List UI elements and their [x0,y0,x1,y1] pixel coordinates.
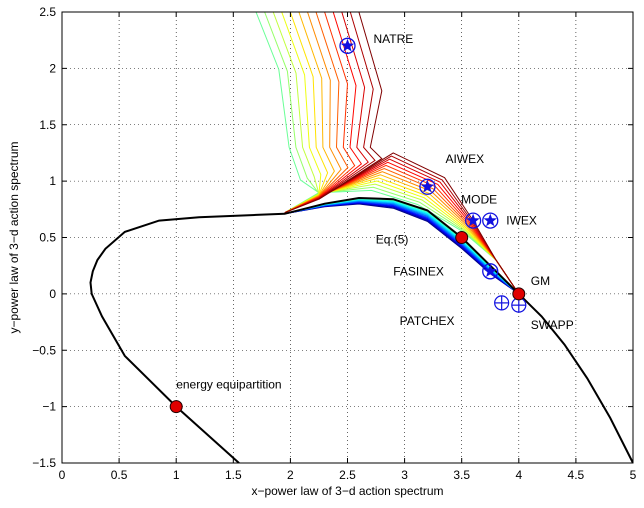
point-label: PATCHEX [400,314,455,328]
point-label: energy equipartition [176,378,281,392]
x-tick-label: 0 [59,468,66,482]
point-marker-star [420,179,435,193]
y-tick-label: 0.5 [39,231,56,245]
point-label: FASINEX [393,264,444,278]
y-tick-label: −1 [42,400,56,414]
point-marker [464,212,482,229]
contour-line [318,152,520,295]
point-marker [339,37,356,54]
contour-line [284,12,383,214]
y-tick-label: 1 [49,174,56,188]
point-label: MODE [461,193,497,207]
x-tick-label: 2.5 [339,468,356,482]
point-marker [455,231,469,244]
point-marker [512,287,526,301]
plot-frame [61,11,634,464]
contour-lines [255,12,520,295]
x-axis-label: x−power law of 3−d action spectrum [251,484,443,498]
x-tick-label: 3 [401,468,408,482]
contour-line [284,12,329,214]
y-tick-label: 2 [49,61,56,75]
point-marker-star [483,213,497,227]
point-label: Eq.(5) [376,233,409,247]
point-marker [482,212,499,229]
point-label: AIWEX [445,152,484,166]
contour-line [272,12,320,214]
point-marker-star [340,38,355,52]
axis-ticks: 0 0.5 1 1.5 2 2.5 3 3.5 4 4.5 5 −1.5 −1 −0.5 0 0.5 1 1.5 2… [32,5,636,482]
x-tick-label: 0.5 [111,468,128,482]
y-tick-label: −1.5 [32,456,56,470]
point-marker [419,178,436,195]
boundary-curve-layer [89,196,633,463]
x-tick-label: 4.5 [568,468,585,482]
x-tick-label: 1 [173,468,180,482]
point-label: SWAPP [531,318,574,332]
y-tick-label: 1.5 [39,118,56,132]
boundary-curve [89,196,633,463]
point-label: GM [531,274,550,288]
point-marker [169,400,183,414]
point-marker [482,263,499,280]
y-axis-label: y−power law of 3−d action spectrum [7,141,21,333]
y-tick-label: 0 [49,287,56,301]
x-tick-label: 4 [515,468,522,482]
point-marker-star [483,264,497,277]
contour-line [264,12,320,214]
x-tick-label: 2 [287,468,294,482]
x-tick-label: 5 [630,468,637,482]
y-tick-label: 2.5 [39,5,56,19]
y-tick-label: −0.5 [32,343,56,357]
point-label: IWEX [506,214,537,228]
x-tick-label: 3.5 [453,468,470,482]
x-tick-label: 1.5 [225,468,242,482]
point-marker-star [466,213,480,227]
point-label: NATRE [374,32,414,46]
grid [62,12,633,463]
data-points: NATRE AIWEX MODE IWEX FASINEX PATCHEX SWAPP GM E… [169,32,574,414]
